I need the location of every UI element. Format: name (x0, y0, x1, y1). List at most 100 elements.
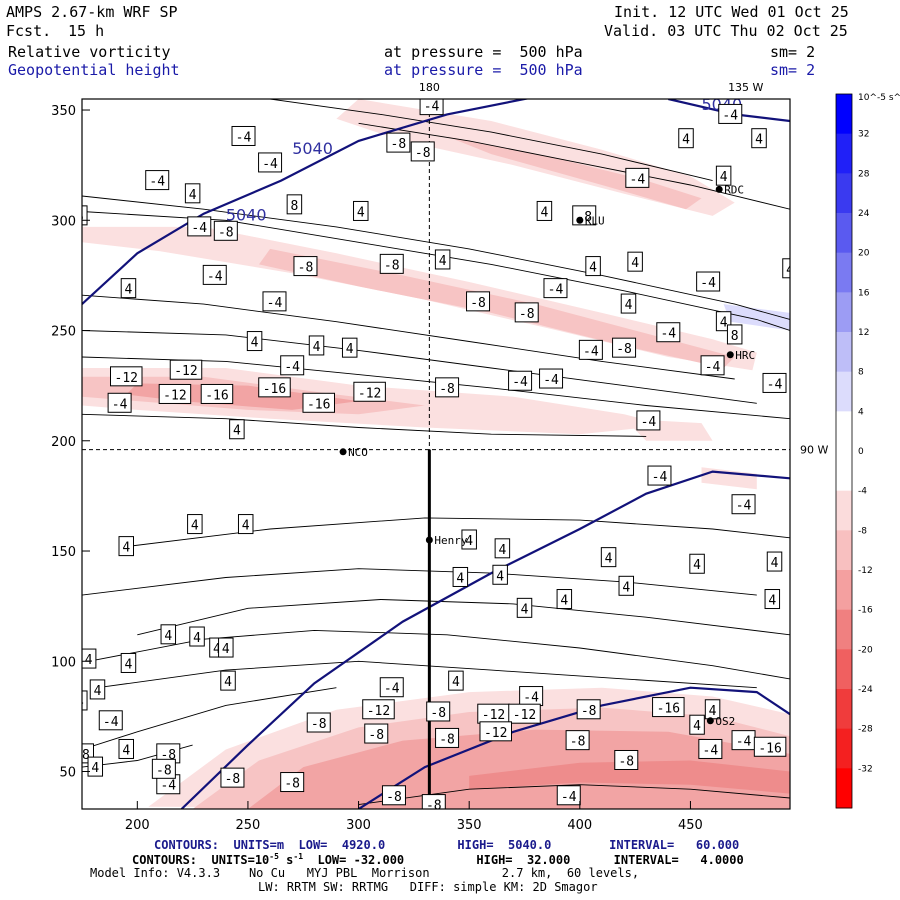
contour-label-99: -8 (439, 732, 455, 747)
field1-level: at pressure = 500 hPa (384, 43, 583, 61)
colorbar-swatch-14 (836, 649, 852, 690)
init-time: Init. 12 UTC Wed 01 Oct 25 (614, 3, 849, 21)
contour-label-43: -4 (705, 360, 721, 375)
contour-label-50: -12 (163, 388, 186, 403)
contour-label-108: -8 (225, 772, 241, 787)
contour-label-box-113 (614, 749, 639, 770)
forecast-value: 15 h (68, 22, 105, 40)
x-tick-label-300: 300 (346, 818, 371, 833)
contour-label-41: -4 (583, 344, 599, 359)
contour-label-box-73 (764, 589, 781, 610)
contour-label-box-112 (556, 785, 581, 806)
height-contour-5040-south (358, 686, 790, 809)
contour-label-111: -8 (426, 799, 442, 814)
contour-label-box-7 (286, 194, 303, 215)
colorbar-swatch-5 (836, 292, 852, 333)
footer-physics-info: LW: RRTM SW: RRTMG DIFF: simple KM: 2D S… (258, 880, 598, 894)
vorticity-contour-5 (82, 413, 647, 437)
contour-label-box-14 (715, 165, 732, 186)
contour-label-box-99 (435, 727, 460, 748)
contour-label-box-90 (652, 697, 685, 718)
station-marker-hrc (726, 351, 734, 359)
colorbar-label-6: 8 (858, 368, 864, 378)
contour-label-65: 4 (498, 543, 506, 558)
station-label-os2: OS2 (715, 715, 735, 728)
contour-label-box-49 (435, 377, 460, 398)
contour-label-26: -4 (700, 276, 716, 291)
contour-label-96: -8 (581, 704, 597, 719)
footer-vort-unit: s (278, 853, 294, 867)
footer-vort-pre: CONTOURS: UNITS=10 (132, 853, 270, 867)
contour-label-79: 4 (222, 642, 230, 657)
colorbar-swatch-11 (836, 530, 852, 571)
colorbar-units: 10^-5 s^-1 (858, 93, 900, 103)
contour-label-24: 4 (589, 261, 597, 276)
contour-label-box-110 (381, 785, 406, 806)
contour-label-78: 4 (224, 675, 232, 690)
contour-label-box-85 (379, 677, 404, 698)
vorticity-contour-7 (82, 568, 757, 596)
contour-label-14: 4 (720, 170, 728, 185)
contour-label-box-64 (461, 529, 477, 550)
colorbar-swatch-17 (836, 768, 852, 809)
vorticity-contour-2 (82, 294, 735, 380)
station-label-klu: KLU (585, 214, 605, 227)
contour-label-box-56 (762, 372, 787, 393)
colorbar-label-2: 24 (858, 209, 870, 219)
contour-label-box-61 (237, 514, 254, 535)
contour-label-box-72 (556, 589, 573, 610)
contour-label-box-12 (625, 167, 650, 188)
contour-label-45: -12 (174, 364, 197, 379)
colorbar-swatch-16 (836, 728, 852, 769)
contour-label-box-76 (189, 626, 205, 647)
contour-label-box-5 (145, 170, 170, 191)
contour-label-82: 4 (452, 675, 460, 690)
station-marker-os2 (706, 717, 714, 725)
contour-label-box-60 (731, 494, 756, 515)
contour-label-box-26 (696, 271, 721, 292)
station-label-henry: Henry (434, 534, 467, 547)
contour-label-box-88 (689, 714, 705, 735)
contour-label-box-51 (200, 383, 234, 404)
colorbar-swatch-15 (836, 689, 852, 730)
colorbar-label-16: -32 (858, 764, 873, 774)
y-tick-label-300: 300 (51, 214, 76, 229)
contour-label-21: -8 (384, 258, 400, 273)
contour-label-box-108 (220, 767, 245, 788)
x-tick-label-350: 350 (457, 818, 482, 833)
vorticity-contour-10 (97, 660, 757, 689)
contour-label-box-82 (448, 670, 464, 691)
contour-label-20: -8 (298, 261, 314, 276)
vorticity-contour-14 (358, 122, 790, 210)
contour-label-90: -16 (657, 702, 680, 717)
y-tick-label-350: 350 (51, 104, 76, 119)
contour-label-box-16 (718, 103, 743, 124)
contour-label-box-80 (82, 648, 97, 669)
field1-name: Relative vorticity (8, 43, 171, 61)
contour-label-10: 6 (76, 210, 84, 225)
station-label-rdc: RDC (724, 183, 744, 196)
vorticity-contour-8 (137, 599, 790, 636)
contour-label-31: -8 (470, 296, 486, 311)
contour-label-box-97 (565, 730, 590, 751)
contour-label-box-41 (578, 339, 603, 360)
contour-label-38: 4 (313, 340, 321, 355)
contour-label-box-17 (678, 128, 694, 149)
contour-label-box-15 (751, 128, 767, 149)
contour-label-61: 4 (242, 519, 250, 534)
contour-label-83: 4 (94, 684, 102, 699)
contour-label-box-96 (576, 699, 601, 720)
y-tick-label-200: 200 (51, 435, 76, 450)
contour-label-19: -8 (218, 225, 234, 240)
contour-label-box-75 (160, 624, 177, 645)
field2-name: Geopotential height (8, 61, 180, 79)
contour-label-109: -8 (284, 777, 300, 792)
contour-label-67: 4 (693, 558, 701, 573)
contour-label-60: -4 (736, 499, 752, 514)
contour-label-box-93 (306, 712, 331, 733)
contour-label-110: -8 (386, 790, 402, 805)
colorbar-label-14: -24 (858, 685, 873, 695)
contour-label-box-58 (229, 419, 245, 440)
contour-label-box-33 (620, 293, 637, 314)
contour-label-56: -4 (767, 377, 783, 392)
